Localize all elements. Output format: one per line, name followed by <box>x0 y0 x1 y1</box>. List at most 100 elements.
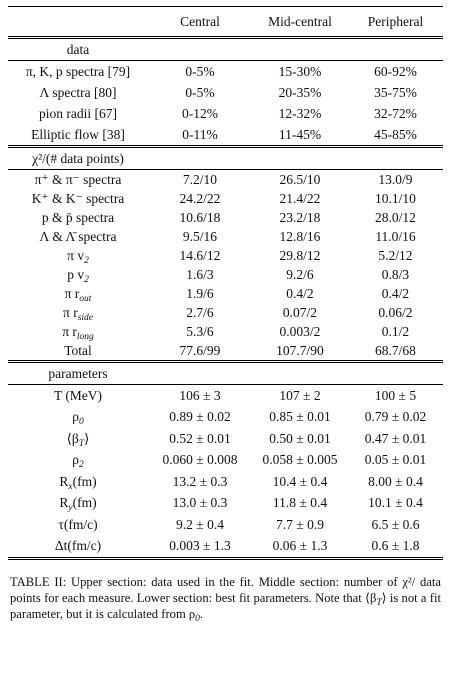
section-title: parameters <box>8 361 148 385</box>
value-cell: 0.06 ± 1.3 <box>252 535 348 560</box>
value-cell: 35-75% <box>374 84 417 100</box>
value-cell: 0-11% <box>148 124 252 148</box>
section-title: data <box>8 37 148 61</box>
subscript: 2 <box>84 274 89 285</box>
subscript: y <box>68 503 73 514</box>
data-row: Ry(fm) 13.0 ± 0.3 11.8 ± 0.4 10.1 ± 0.4 <box>8 493 443 515</box>
value-cell: 0.060 ± 0.008 <box>162 452 238 468</box>
table: Central Mid-central Peripheral data π, K, p … <box>8 6 443 560</box>
value-cell: 0.06/2 <box>378 304 413 320</box>
value-cell: 0.003 ± 1.3 <box>148 535 252 560</box>
data-row: Total 77.6/99 107.7/90 68.7/68 <box>8 341 443 363</box>
text-part: π r <box>64 285 80 301</box>
text-part: R <box>59 473 69 489</box>
data-row: T (MeV) 106 ± 3 107 ± 2 100 ± 5 <box>8 385 443 407</box>
value-cell: 0.003/2 <box>279 323 321 339</box>
text-part: Elliptic flow [38] <box>31 126 125 142</box>
subscript: side <box>77 312 93 323</box>
text-part: Λ spectra [80] <box>39 84 117 100</box>
header-cell: Mid-central <box>252 6 348 39</box>
data-row: τ(fm/c) 9.2 ± 0.4 7.7 ± 0.9 6.5 ± 0.6 <box>8 514 443 536</box>
text-part: . <box>199 607 204 621</box>
text-part: ρ <box>72 452 79 468</box>
data-row: p & p̄ spectra 10.6/18 23.2/18 28.0/12 <box>8 208 443 227</box>
empty-cell <box>252 361 348 385</box>
value-cell: 2.7/6 <box>186 304 214 320</box>
value-cell: 11.8 ± 0.4 <box>272 495 328 511</box>
row-label: Λ spectra [80] <box>8 82 148 103</box>
value-cell: 12.8/16 <box>279 228 321 244</box>
empty-cell <box>252 146 348 170</box>
row-label: Rx(fm) <box>8 471 148 493</box>
value-cell: 13.2 ± 0.3 <box>172 473 228 489</box>
row-label: π rside <box>8 303 148 323</box>
value-cell: 107 ± 2 <box>279 387 321 403</box>
value-cell: 0.50 ± 0.01 <box>269 430 331 446</box>
value-cell: 14.6/12 <box>179 247 221 263</box>
value-cell: 0.52 ± 0.01 <box>169 430 231 446</box>
row-label: K⁺ & K⁻ spectra <box>8 189 148 208</box>
row-label: pion radii [67] <box>8 103 148 124</box>
value-cell: 13.0/9 <box>378 171 413 187</box>
empty-cell <box>148 146 252 170</box>
subscript: out <box>79 293 92 304</box>
empty-cell <box>348 37 443 61</box>
data-row: Λ & Λ̄ spectra 9.5/16 12.8/16 11.0/16 <box>8 227 443 246</box>
empty-cell <box>252 37 348 61</box>
row-label: Λ & Λ̄ spectra <box>8 227 148 246</box>
text-part: π, K, p spectra [79] <box>25 63 131 79</box>
text-part: K⁺ & K⁻ spectra <box>31 190 125 206</box>
value-cell: 107.7/90 <box>252 341 348 363</box>
data-row: p v2 1.6/3 9.2/6 0.8/3 <box>8 265 443 285</box>
data-row: π⁺ & π⁻ spectra 7.2/10 26.5/10 13.0/9 <box>8 170 443 190</box>
row-label: Ry(fm) <box>8 493 148 515</box>
subscript: 0 <box>195 614 200 624</box>
value-cell: 0.8/3 <box>381 266 410 282</box>
value-cell: 10.1/10 <box>375 190 416 206</box>
row-label: Elliptic flow [38] <box>8 124 148 148</box>
data-row: π v2 14.6/12 29.8/12 5.2/12 <box>8 246 443 266</box>
text-part: π r <box>62 323 77 339</box>
value-cell: 20-35% <box>278 84 322 100</box>
data-row: Δt(fm/c) 0.003 ± 1.3 0.06 ± 1.3 0.6 ± 1.8 <box>8 535 443 560</box>
subscript: long <box>76 331 94 342</box>
data-row: K⁺ & K⁻ spectra 24.2/22 21.4/22 10.1/10 <box>8 189 443 208</box>
text-part: Δt(fm/c) <box>54 538 102 554</box>
row-label: π v2 <box>8 246 148 266</box>
text-part: p v <box>67 266 85 282</box>
empty-cell <box>348 361 443 385</box>
header-row: Central Mid-central Peripheral <box>8 6 443 39</box>
row-label: ρ2 <box>8 450 148 472</box>
data-row: ⟨βT⟩ 0.52 ± 0.01 0.50 ± 0.01 0.47 ± 0.01 <box>8 428 443 450</box>
value-cell: 0.79 ± 0.02 <box>364 409 427 425</box>
row-label: ρ0 <box>8 407 148 429</box>
row-label: ⟨βT⟩ <box>8 428 148 450</box>
value-cell: 77.6/99 <box>148 341 252 363</box>
value-cell: 5.2/12 <box>378 247 413 263</box>
data-row: Rx(fm) 13.2 ± 0.3 10.4 ± 0.4 8.00 ± 0.4 <box>8 471 443 493</box>
empty-cell <box>348 146 443 170</box>
header-cell: Peripheral <box>348 6 443 39</box>
value-cell: 0.1/2 <box>381 323 410 339</box>
value-cell: 0-5% <box>185 84 215 100</box>
subscript: 0 <box>79 417 84 428</box>
value-cell: 12-32% <box>278 105 322 121</box>
header-cell <box>8 6 148 39</box>
text-part: ⟩ is not a fit parameter, but it is calc… <box>10 591 441 621</box>
value-cell: 0.47 ± 0.01 <box>364 430 427 446</box>
text-part: ρ <box>72 409 79 425</box>
text-part: ⟨β <box>66 430 79 446</box>
row-label: Total <box>8 341 148 363</box>
value-cell: 21.4/22 <box>279 190 321 206</box>
text-part: ⟩ <box>84 430 90 446</box>
text-part: Total <box>64 342 92 358</box>
row-label: τ(fm/c) <box>8 514 148 536</box>
section-title-row: parameters <box>8 361 443 385</box>
text-part: π r <box>63 304 78 320</box>
value-cell: 106 ± 3 <box>179 387 221 403</box>
text-part: TABLE II: Upper section: data used in th… <box>10 575 441 605</box>
empty-cell <box>148 361 252 385</box>
value-cell: 0.6 ± 1.8 <box>348 535 443 560</box>
value-cell: 7.2/10 <box>182 171 218 187</box>
